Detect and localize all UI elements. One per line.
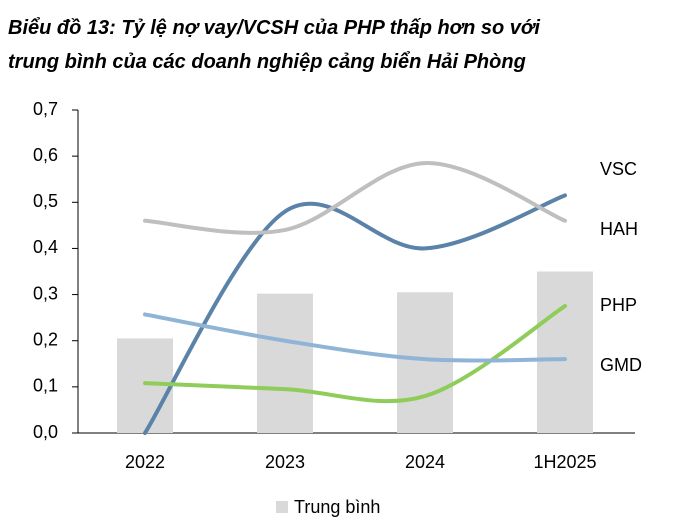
y-tick-label: 0,4: [33, 237, 58, 257]
x-tick-label: 2022: [125, 452, 165, 472]
line: [143, 161, 567, 235]
line: [143, 193, 567, 435]
y-tick-label: 0,3: [33, 283, 58, 303]
line: [143, 312, 567, 363]
line-label: PHP: [600, 295, 637, 315]
legend-swatch: [276, 501, 288, 513]
bar: [397, 292, 453, 433]
chart-title: trung bình của các doanh nghiệp cảng biể…: [8, 51, 526, 73]
x-tick-label: 2024: [405, 452, 445, 472]
y-tick-label: 0,5: [33, 191, 58, 211]
line-label: HAH: [600, 219, 638, 239]
line: [143, 304, 567, 404]
y-tick-label: 0,7: [33, 99, 58, 119]
bar: [257, 293, 313, 433]
line-label: VSC: [600, 159, 637, 179]
bar: [537, 271, 593, 433]
y-tick-label: 0,6: [33, 145, 58, 165]
chart-title: Biểu đồ 13: Tỷ lệ nợ vay/VCSH của PHP th…: [8, 17, 540, 39]
y-tick-label: 0,2: [33, 329, 58, 349]
x-tick-label: 2023: [265, 452, 305, 472]
legend-label: Trung bình: [294, 497, 380, 517]
line-label: GMD: [600, 355, 642, 375]
x-tick-label: 1H2025: [533, 452, 596, 472]
y-tick-label: 0,1: [33, 376, 58, 396]
y-tick-label: 0,0: [33, 422, 58, 442]
